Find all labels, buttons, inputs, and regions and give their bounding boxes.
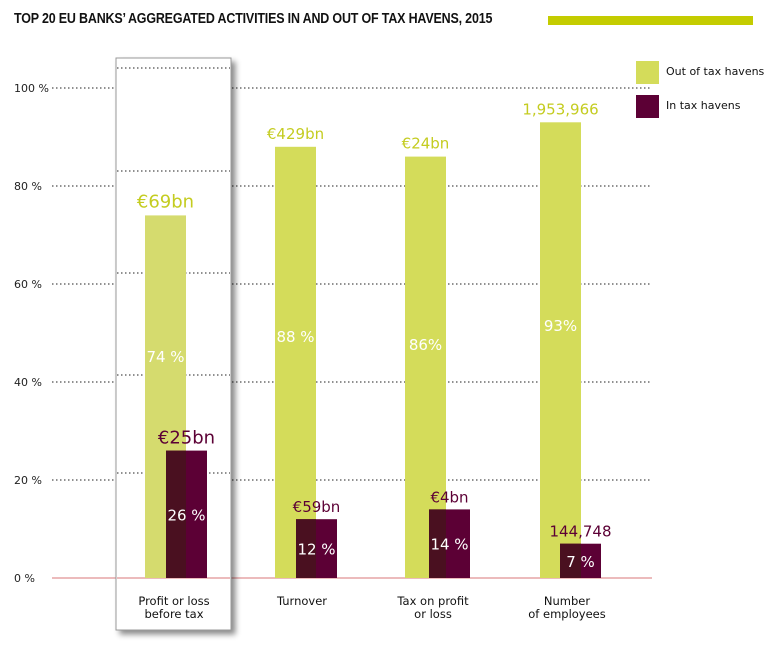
y-tick-label: 0 % xyxy=(14,572,35,585)
y-tick-label: 20 % xyxy=(14,474,42,487)
pct-label-out: 86% xyxy=(409,336,442,354)
legend-swatch-in xyxy=(636,95,659,118)
chart-title: TOP 20 EU BANKS’ AGGREGATED ACTIVITIES I… xyxy=(14,11,493,27)
legend-swatch-out xyxy=(636,61,659,84)
pct-label-out: 93% xyxy=(544,317,577,335)
legend-label-out: Out of tax havens xyxy=(666,65,765,78)
value-label-in: €4bn xyxy=(430,488,468,506)
y-tick-label: 60 % xyxy=(14,278,42,291)
category-label: Number xyxy=(544,594,590,608)
pct-label-in: 7 % xyxy=(566,553,595,571)
category-label: Tax on profit xyxy=(396,594,469,608)
y-tick-label: 100 % xyxy=(14,82,49,95)
pct-label-in: 14 % xyxy=(430,536,468,554)
title-accent-bar xyxy=(548,16,753,25)
y-tick-label: 80 % xyxy=(14,180,42,193)
category-label: before tax xyxy=(144,607,203,621)
value-label-in: 144,748 xyxy=(549,523,611,541)
bar-out-of-tax-havens xyxy=(405,156,446,578)
pct-label-out: 88 % xyxy=(276,328,314,346)
bar-out-of-tax-havens xyxy=(275,146,316,579)
value-label-out: €24bn xyxy=(402,135,450,153)
category-label: or loss xyxy=(414,607,452,621)
pct-label-in: 12 % xyxy=(297,541,335,559)
category-label: Turnover xyxy=(276,594,327,608)
value-label-in: €59bn xyxy=(293,498,341,516)
pct-label-in: 26 % xyxy=(167,506,205,524)
value-label-out: 1,953,966 xyxy=(522,100,598,118)
y-tick-label: 40 % xyxy=(14,376,42,389)
bar-overlap-shade xyxy=(296,519,316,578)
value-label-out: €429bn xyxy=(267,125,324,143)
bar-overlap-shade xyxy=(166,450,186,578)
category-group: €429bn 88 % €59bn 12 % Turnover xyxy=(267,125,340,608)
value-label-in: €25bn xyxy=(158,428,215,449)
bar-overlap-shade xyxy=(429,509,446,578)
pct-label-out: 74 % xyxy=(146,348,184,366)
bar-out-of-tax-havens xyxy=(540,122,581,579)
category-label: Profit or loss xyxy=(138,594,209,608)
value-label-out: €69bn xyxy=(137,191,194,212)
category-label: of employees xyxy=(528,607,606,621)
legend-label-in: In tax havens xyxy=(666,99,741,112)
bar-overlap-shade xyxy=(560,543,581,578)
